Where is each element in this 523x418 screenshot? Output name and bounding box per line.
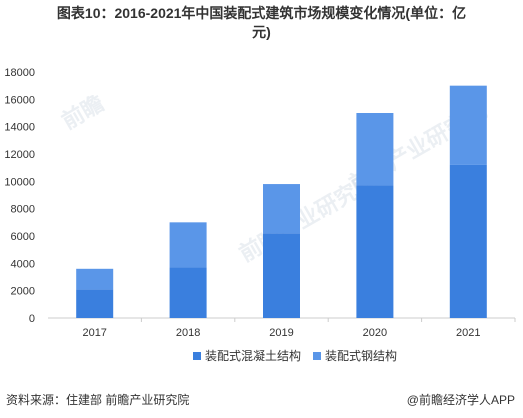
chart-title-line1: 图表10：2016-2021年中国装配式建筑市场规模变化情况(单位：亿: [56, 5, 467, 21]
bar-steel-2020: [356, 113, 394, 186]
y-tick-label: 0: [29, 313, 35, 325]
x-tick-label: 2018: [176, 327, 200, 339]
brand-credit: @前瞻经济学人APP: [406, 393, 515, 407]
legend-swatch: [193, 352, 201, 360]
bar-concrete-2019: [263, 233, 300, 318]
x-tick-label: 2021: [456, 327, 480, 339]
bar-concrete-2018: [169, 267, 207, 318]
x-tick-label: 2017: [82, 327, 106, 339]
y-tick-label: 4000: [11, 258, 35, 270]
y-tick-label: 8000: [11, 204, 35, 216]
legend-swatch: [313, 352, 321, 360]
bar-steel-2018: [169, 222, 207, 268]
bar-steel-2017: [76, 268, 114, 290]
bar-concrete-2021: [449, 164, 487, 318]
y-tick-label: 12000: [4, 149, 35, 161]
y-tick-label: 14000: [4, 122, 35, 134]
y-tick-label: 18000: [4, 67, 35, 79]
chart-title-line2: 元): [252, 24, 271, 40]
bar-concrete-2020: [356, 185, 394, 318]
y-tick-label: 2000: [11, 286, 35, 298]
y-tick-label: 6000: [11, 231, 35, 243]
stacked-bar-chart: 0 2000 4000 6000 8000 10000 12000 14000 16000 180…: [4, 67, 516, 363]
y-tick-label: 10000: [4, 176, 35, 188]
legend-label: 装配式混凝土结构: [205, 348, 301, 363]
legend-label: 装配式钢结构: [325, 348, 397, 363]
source-note: 资料来源：住建部 前瞻产业研究院: [6, 393, 190, 407]
chart-title: 图表10：2016-2021年中国装配式建筑市场规模变化情况(单位：亿 元): [0, 4, 523, 42]
bar-steel-2019: [263, 184, 300, 234]
y-tick-label: 16000: [4, 94, 35, 106]
bar-steel-2021: [449, 85, 487, 165]
x-tick-label: 2020: [363, 327, 387, 339]
x-tick-label: 2019: [269, 327, 293, 339]
bar-concrete-2017: [76, 289, 114, 318]
